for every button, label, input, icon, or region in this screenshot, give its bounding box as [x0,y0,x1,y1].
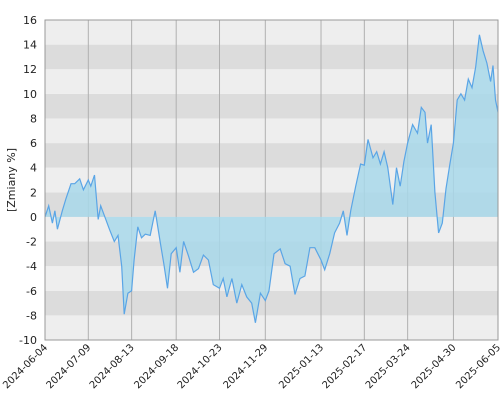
y-tick-label: -4 [26,260,37,273]
x-tick-label: 2024-06-04 [1,342,50,391]
y-tick-label: -10 [19,334,37,347]
grid-band [45,69,498,94]
grid-band [45,315,498,340]
y-axis-label: [Zmiany %] [5,148,18,212]
y-tick-label: -6 [26,285,37,298]
x-tick-label: 2025-02-17 [321,342,370,391]
y-tick-label: 8 [30,112,37,125]
x-tick-label: 2024-07-09 [45,342,94,391]
grid-band [45,93,498,119]
x-tick-label: 2025-01-13 [277,342,326,391]
line [44,34,499,323]
y-tick-label: 14 [23,39,37,52]
area [45,34,498,323]
grid-band [45,20,498,45]
y-tick-label: 16 [23,14,37,27]
y-tick-label: 2 [30,186,37,199]
x-tick-label: 2024-11-29 [222,342,271,391]
y-tick-label: 4 [30,162,37,175]
x-tick-label: 2025-04-30 [410,342,459,391]
x-tick-label: 2024-10-23 [176,342,225,391]
y-tick-label: 0 [30,211,37,224]
plot-border [44,19,499,341]
x-tick-label: 2024-08-13 [88,342,137,391]
y-tick-label: 12 [23,63,37,76]
x-tick-label: 2024-09-18 [132,342,181,391]
y-tick-label: 10 [23,88,37,101]
y-tick-label: -2 [26,236,37,249]
y-tick-label: 6 [30,137,37,150]
y-tick-label: -8 [26,309,37,322]
grid-band [45,290,498,316]
grid-band [45,44,498,70]
x-tick-label: 2025-06-05 [454,342,500,391]
x-tick-label: 2025-03-24 [364,342,413,391]
